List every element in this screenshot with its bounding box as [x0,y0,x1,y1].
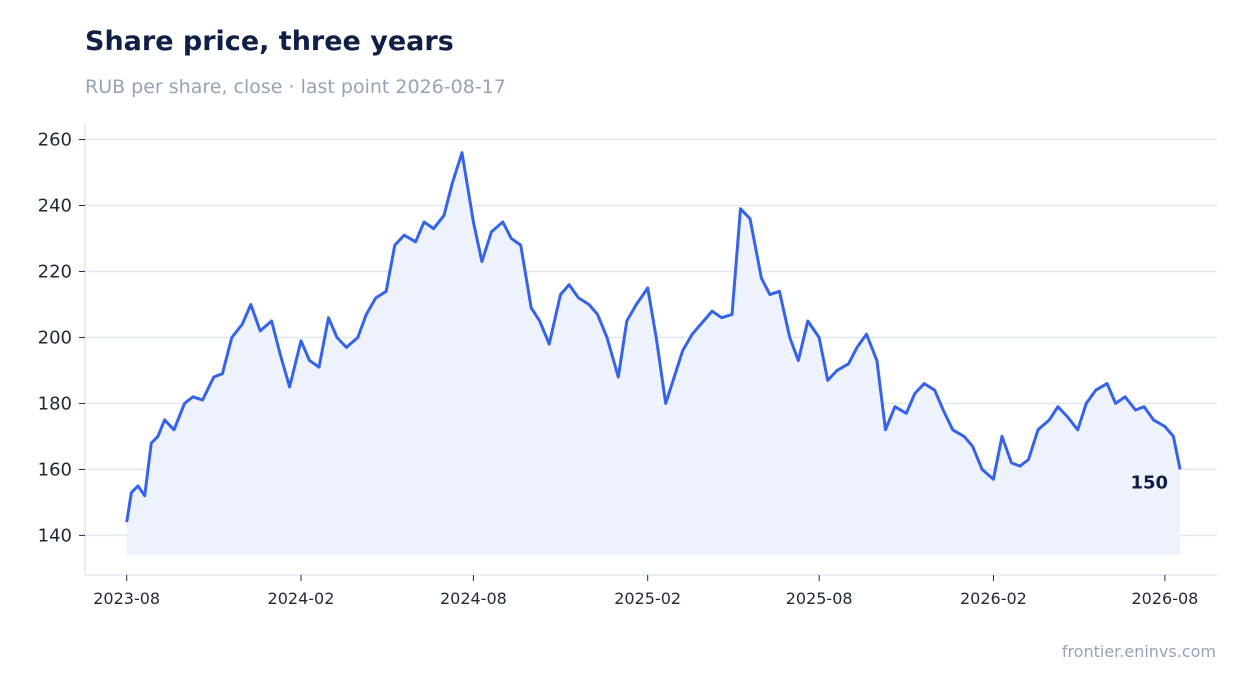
y-tick-label: 200 [38,327,72,348]
chart-title: Share price, three years [85,26,454,57]
source-credit: frontier.eninvs.com [1061,642,1216,661]
x-tick-label: 2025-02 [614,589,681,608]
y-tick-label: 160 [38,459,72,480]
x-tick-labels: 2023-08 2024-02 2024-08 2025-02 2025-08 2026-… [93,575,1198,608]
price-area-fill [126,152,1181,555]
x-tick-label: 2025-08 [786,589,853,608]
last-point-label: 150 [1130,472,1168,493]
x-tick-label: 2026-08 [1131,589,1198,608]
y-tick-label: 240 [38,195,72,216]
y-tick-label: 180 [38,393,72,414]
x-tick-label: 2026-02 [960,589,1027,608]
y-tick-label: 260 [38,129,72,150]
x-tick-label: 2024-02 [268,589,335,608]
y-tick-label: 140 [38,525,72,546]
price-line [125,151,1182,523]
y-tick-label: 220 [38,261,72,282]
x-tick-label: 2023-08 [93,589,160,608]
y-tick-labels: 140 160 180 200 220 240 260 [38,129,85,546]
x-tick-label: 2024-08 [440,589,507,608]
chart-subtitle: RUB per share, close · last point 2026-0… [85,76,506,98]
